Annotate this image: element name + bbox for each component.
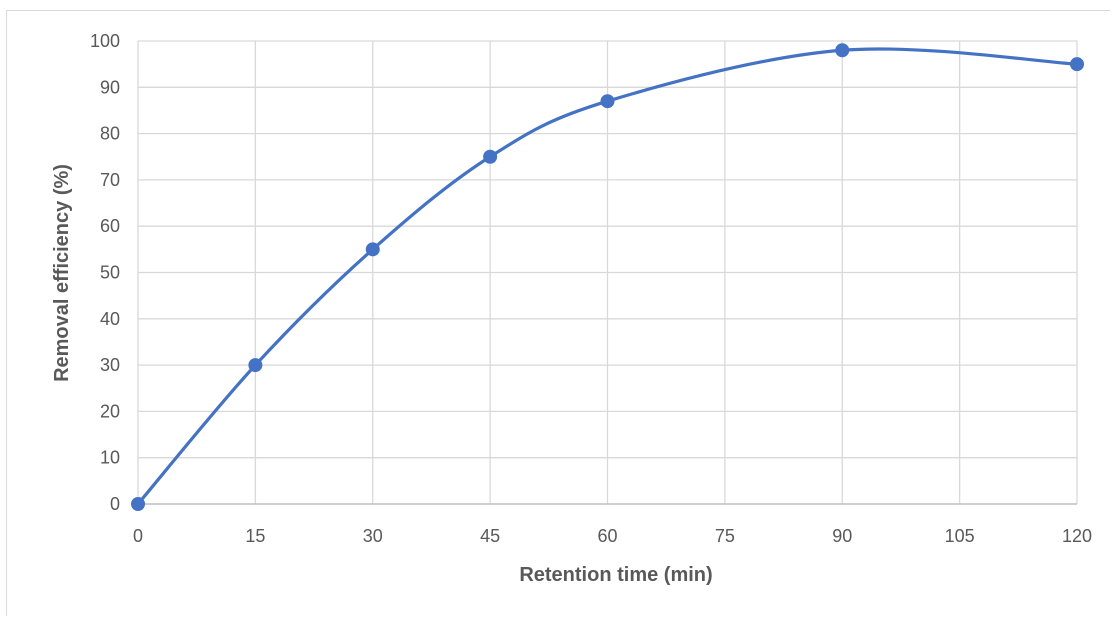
data-point-marker xyxy=(131,497,145,511)
data-point-marker xyxy=(1070,57,1084,72)
axes xyxy=(137,41,1077,505)
data-point-marker xyxy=(483,149,498,164)
y-tick-label: 0 xyxy=(110,494,120,514)
x-tick-label: 45 xyxy=(480,526,500,546)
y-tick-label: 10 xyxy=(100,448,120,468)
y-tick-label: 40 xyxy=(100,309,120,329)
y-tick-label: 90 xyxy=(100,77,120,97)
y-tick-label: 70 xyxy=(100,170,120,190)
y-axis-title: Removal efficiency (%) xyxy=(51,164,73,382)
y-tick-label: 80 xyxy=(100,124,120,144)
x-tick-label: 105 xyxy=(945,526,975,546)
y-tick-labels: 0 10 20 30 40 50 60 70 80 90 100 xyxy=(90,31,120,514)
x-axis-title: Retention time (min) xyxy=(519,564,712,586)
data-point-marker xyxy=(248,358,263,373)
y-tick-label: 100 xyxy=(90,31,120,51)
x-tick-label: 60 xyxy=(597,526,617,546)
x-tick-label: 0 xyxy=(133,526,143,546)
x-tick-label: 75 xyxy=(715,526,735,546)
x-tick-label: 30 xyxy=(363,526,383,546)
y-tick-label: 20 xyxy=(100,401,120,421)
y-tick-label: 60 xyxy=(100,216,120,236)
grid-lines xyxy=(138,40,1078,504)
x-tick-label: 120 xyxy=(1062,526,1092,546)
data-point-marker xyxy=(600,94,615,109)
data-series xyxy=(131,43,1084,511)
data-point-marker xyxy=(835,43,850,58)
chart-frame xyxy=(6,10,1110,616)
data-point-marker xyxy=(365,242,380,257)
y-tick-label: 30 xyxy=(100,355,120,375)
x-tick-label: 15 xyxy=(245,526,265,546)
y-tick-label: 50 xyxy=(100,263,120,283)
x-tick-label: 90 xyxy=(832,526,852,546)
x-tick-labels: 0 15 30 45 60 75 90 105 120 xyxy=(133,526,1092,546)
